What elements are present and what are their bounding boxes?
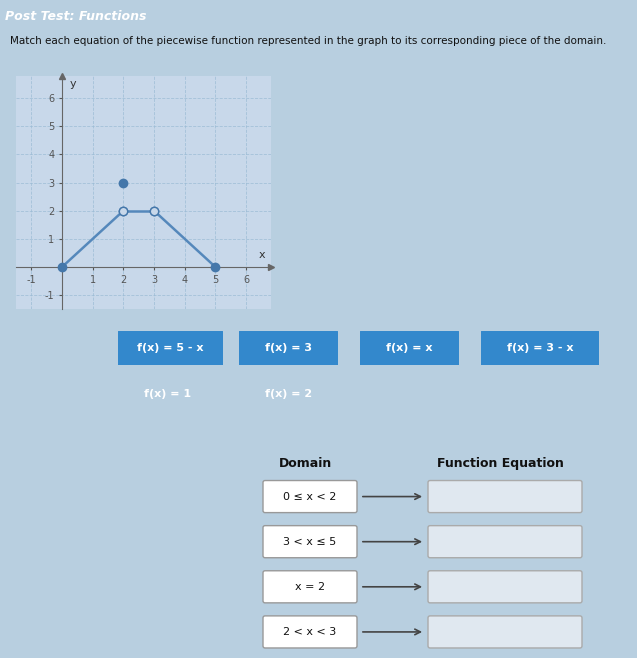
- Text: Match each equation of the piecewise function represented in the graph to its co: Match each equation of the piecewise fun…: [10, 36, 606, 45]
- Text: f(x) = 3: f(x) = 3: [265, 343, 311, 353]
- FancyBboxPatch shape: [236, 331, 341, 365]
- FancyBboxPatch shape: [428, 480, 582, 513]
- Text: y: y: [69, 79, 76, 89]
- FancyBboxPatch shape: [477, 331, 603, 365]
- FancyBboxPatch shape: [115, 331, 226, 365]
- FancyBboxPatch shape: [263, 480, 357, 513]
- FancyBboxPatch shape: [357, 331, 462, 365]
- FancyBboxPatch shape: [428, 570, 582, 603]
- FancyBboxPatch shape: [263, 616, 357, 648]
- Text: f(x) = 5 - x: f(x) = 5 - x: [137, 343, 204, 353]
- FancyBboxPatch shape: [428, 526, 582, 558]
- Text: f(x) = 2: f(x) = 2: [265, 389, 311, 399]
- FancyBboxPatch shape: [263, 570, 357, 603]
- Text: 3 < x ≤ 5: 3 < x ≤ 5: [283, 537, 336, 547]
- Text: f(x) = 3 - x: f(x) = 3 - x: [506, 343, 573, 353]
- Text: f(x) = x: f(x) = x: [386, 343, 433, 353]
- Text: Domain: Domain: [278, 457, 332, 470]
- Text: Post Test: Functions: Post Test: Functions: [5, 10, 147, 23]
- Text: 2 < x < 3: 2 < x < 3: [283, 627, 336, 637]
- Text: f(x) = 1: f(x) = 1: [144, 389, 190, 399]
- FancyBboxPatch shape: [263, 526, 357, 558]
- Text: 0 ≤ x < 2: 0 ≤ x < 2: [283, 492, 337, 501]
- Text: x = 2: x = 2: [295, 582, 325, 592]
- Text: Function Equation: Function Equation: [436, 457, 564, 470]
- FancyBboxPatch shape: [428, 616, 582, 648]
- Text: x: x: [258, 250, 265, 260]
